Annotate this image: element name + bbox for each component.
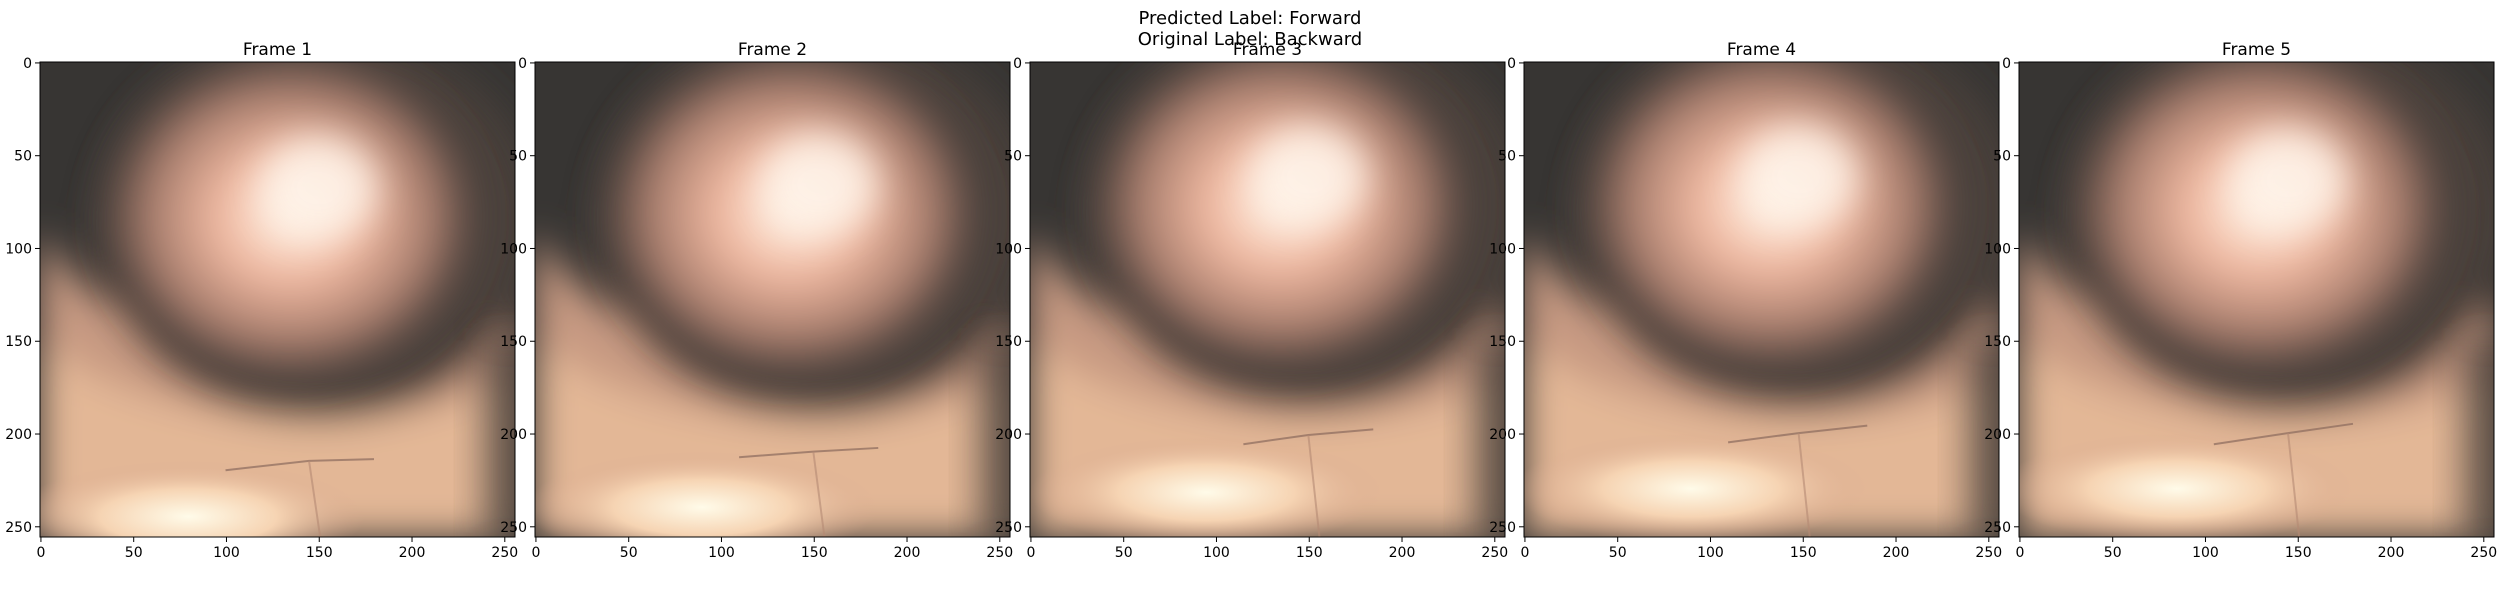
y-tick-label: 200 xyxy=(1984,427,2011,443)
x-tick-label: 200 xyxy=(1883,545,1910,561)
predicted-label: Predicted Label: Forward xyxy=(1138,8,1362,29)
x-tick-label: 0 xyxy=(2015,545,2024,561)
axes-frame xyxy=(2018,61,2495,538)
x-tick-label: 100 xyxy=(1203,545,1230,561)
y-tick-label: 200 xyxy=(500,427,527,443)
y-tick-label: 50 xyxy=(1004,149,1022,165)
x-tick-label: 250 xyxy=(1975,545,2002,561)
y-tick-label: 200 xyxy=(5,427,32,443)
frame-image xyxy=(1524,62,1999,537)
axes-frame xyxy=(1523,61,2000,538)
y-tick-label: 0 xyxy=(518,56,527,72)
x-tick-label: 50 xyxy=(620,545,638,561)
frame-image xyxy=(535,62,1010,537)
y-tick-label: 200 xyxy=(995,427,1022,443)
y-tick-label: 250 xyxy=(5,520,32,536)
y-tick-label: 150 xyxy=(1489,334,1516,350)
x-tick-label: 100 xyxy=(1697,545,1724,561)
y-tick-label: 100 xyxy=(500,241,527,257)
x-tick-label: 150 xyxy=(306,545,333,561)
y-tick-label: 50 xyxy=(509,149,527,165)
original-label: Original Label: Backward xyxy=(1137,29,1363,50)
y-tick-label: 100 xyxy=(5,241,32,257)
axes-frame xyxy=(534,61,1011,538)
x-tick-label: 150 xyxy=(801,545,828,561)
x-tick-label: 150 xyxy=(1790,545,1817,561)
x-tick-label: 50 xyxy=(125,545,143,561)
x-tick-label: 100 xyxy=(2192,545,2219,561)
x-tick-label: 50 xyxy=(2104,545,2122,561)
x-tick-label: 100 xyxy=(708,545,735,561)
frame-title: Frame 3 xyxy=(1233,40,1302,60)
x-tick-label: 0 xyxy=(1026,545,1035,561)
frame-title: Frame 5 xyxy=(2222,40,2291,60)
y-tick-label: 0 xyxy=(23,56,32,72)
y-tick-label: 150 xyxy=(995,334,1022,350)
x-tick-label: 0 xyxy=(531,545,540,561)
y-tick-label: 250 xyxy=(1489,520,1516,536)
frame-image xyxy=(40,62,515,537)
y-tick-label: 100 xyxy=(1984,241,2011,257)
x-tick-label: 250 xyxy=(2470,545,2497,561)
frame-title: Frame 4 xyxy=(1727,40,1796,60)
x-tick-label: 200 xyxy=(399,545,426,561)
figure-suptitle: Predicted Label: Forward Original Label:… xyxy=(0,8,2500,50)
x-tick-label: 50 xyxy=(1115,545,1133,561)
y-tick-label: 50 xyxy=(1498,149,1516,165)
x-tick-label: 150 xyxy=(1296,545,1323,561)
x-tick-label: 100 xyxy=(213,545,240,561)
y-tick-label: 50 xyxy=(14,149,32,165)
x-tick-label: 250 xyxy=(1481,545,1508,561)
y-tick-label: 0 xyxy=(2002,56,2011,72)
x-tick-label: 200 xyxy=(1389,545,1416,561)
axes-frame xyxy=(1029,61,1506,538)
x-tick-label: 250 xyxy=(491,545,518,561)
frame-image xyxy=(2019,62,2494,537)
frame-title: Frame 1 xyxy=(243,40,312,60)
y-tick-label: 150 xyxy=(1984,334,2011,350)
y-tick-label: 250 xyxy=(500,520,527,536)
axes-frame xyxy=(39,61,516,538)
x-tick-label: 250 xyxy=(986,545,1013,561)
frame-title: Frame 2 xyxy=(738,40,807,60)
y-tick-label: 0 xyxy=(1507,56,1516,72)
x-tick-label: 50 xyxy=(1609,545,1627,561)
x-tick-label: 150 xyxy=(2285,545,2312,561)
y-tick-label: 100 xyxy=(995,241,1022,257)
y-tick-label: 100 xyxy=(1489,241,1516,257)
y-tick-label: 250 xyxy=(995,520,1022,536)
y-tick-label: 250 xyxy=(1984,520,2011,536)
x-tick-label: 0 xyxy=(36,545,45,561)
y-tick-label: 50 xyxy=(1993,149,2011,165)
frame-image xyxy=(1030,62,1505,537)
y-tick-label: 150 xyxy=(500,334,527,350)
y-tick-label: 200 xyxy=(1489,427,1516,443)
x-tick-label: 0 xyxy=(1520,545,1529,561)
x-tick-label: 200 xyxy=(2378,545,2405,561)
y-tick-label: 0 xyxy=(1013,56,1022,72)
x-tick-label: 200 xyxy=(894,545,921,561)
y-tick-label: 150 xyxy=(5,334,32,350)
